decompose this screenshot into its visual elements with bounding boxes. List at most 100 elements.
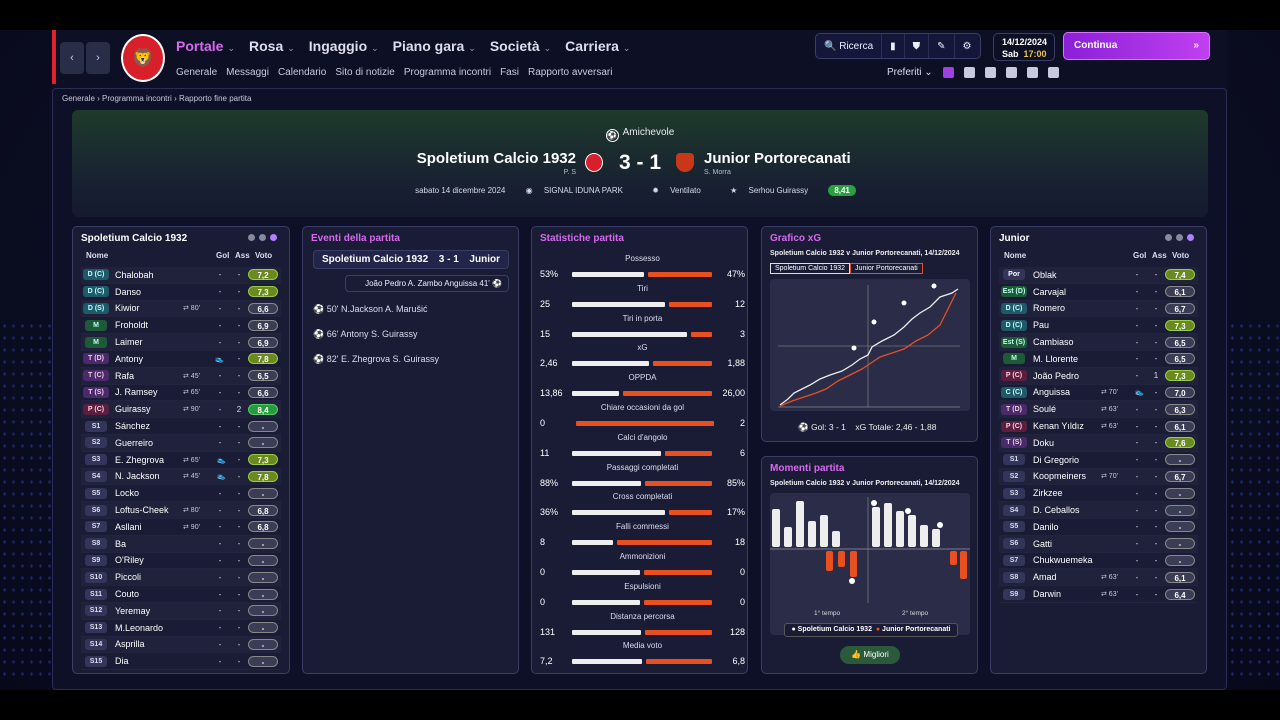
- menu-item-rosa[interactable]: Rosa ⌄: [249, 38, 295, 54]
- player-row[interactable]: M M. Llorente - -6,5: [999, 351, 1198, 368]
- submenu-item[interactable]: Calendario: [277, 67, 327, 78]
- gear-icon[interactable]: ⚙: [962, 40, 972, 52]
- player-row[interactable]: D (C) Romero - -6,7: [999, 300, 1198, 318]
- shield-icon[interactable]: ⛊: [905, 34, 930, 58]
- view-toggle[interactable]: [248, 234, 277, 241]
- player-row[interactable]: P (C) João Pedro - 1 7,3: [999, 367, 1198, 385]
- away-team[interactable]: Junior Portorecanati S. Morra: [704, 150, 851, 176]
- submenu-item[interactable]: Fasi: [500, 67, 519, 78]
- player-name[interactable]: Danso: [115, 286, 142, 297]
- player-name[interactable]: Antony: [115, 353, 144, 364]
- away-goal-event[interactable]: João Pedro A. Zambo Anguissa 41' ⚽: [345, 275, 509, 292]
- home-goal-event[interactable]: ⚽ 50' N.Jackson A. Marušić: [313, 304, 427, 315]
- player-name[interactable]: Zirkzee: [1033, 488, 1063, 499]
- player-name[interactable]: João Pedro: [1033, 370, 1080, 381]
- player-row[interactable]: S7 Asllani ⇄ 90' - -6,8: [81, 519, 281, 536]
- breadcrumb-item[interactable]: Rapporto fine partita: [178, 94, 252, 103]
- player-row[interactable]: S14 Asprilla - - -: [81, 636, 281, 654]
- player-name[interactable]: Soulé: [1033, 404, 1057, 415]
- player-row[interactable]: S3 E. Zhegrova ⇄ 65' 👟 - -7,3: [81, 452, 281, 469]
- player-name[interactable]: J. Ramsey: [115, 387, 158, 398]
- player-row[interactable]: S2 Koopmeiners ⇄ 70' - -6,7: [999, 468, 1198, 486]
- game-date[interactable]: 14/12/2024 Sab 17:00: [993, 33, 1055, 61]
- player-row[interactable]: Por Oblak - -7,4: [999, 267, 1198, 284]
- player-row[interactable]: S6 Loftus-Cheek ⇄ 80' - -6,8: [81, 502, 281, 519]
- back-button[interactable]: ‹: [60, 42, 84, 74]
- player-name[interactable]: Chukwuemeka: [1033, 555, 1093, 566]
- player-name[interactable]: M. Llorente: [1033, 353, 1079, 364]
- view-toggle[interactable]: [1165, 234, 1194, 241]
- menu-item-società[interactable]: Società ⌄: [490, 38, 551, 54]
- bookmark-icon[interactable]: ▮: [882, 34, 905, 58]
- player-row[interactable]: S10 Piccoli - - -: [81, 569, 281, 587]
- player-row[interactable]: S2 Guerreiro - - -: [81, 434, 281, 452]
- player-row[interactable]: M Froholdt - -6,9: [81, 317, 281, 335]
- player-row[interactable]: D (C) Danso - -7,3: [81, 284, 281, 301]
- player-row[interactable]: S12 Yeremay - - -: [81, 602, 281, 620]
- player-row[interactable]: S7 Chukwuemeka - - -: [999, 553, 1198, 570]
- submenu-item[interactable]: Generale: [176, 67, 218, 78]
- man-of-the-match[interactable]: ★ Serhou Guirassy 8,41: [730, 185, 865, 196]
- player-row[interactable]: S11 Couto - - -: [81, 586, 281, 603]
- breadcrumb-item[interactable]: Generale: [62, 94, 95, 103]
- player-name[interactable]: Loftus-Cheek: [115, 505, 169, 516]
- menu-item-carriera[interactable]: Carriera ⌄: [565, 38, 630, 54]
- player-row[interactable]: T (D) Soulé ⇄ 63' - -6,3: [999, 401, 1198, 419]
- tactics-icon[interactable]: [1005, 67, 1017, 78]
- player-row[interactable]: S15 Dia - - -: [81, 653, 281, 671]
- player-row[interactable]: S8 Amad ⇄ 63' - -6,1: [999, 569, 1198, 587]
- player-name[interactable]: O'Riley: [115, 555, 144, 566]
- player-row[interactable]: Est (D) Carvajal - -6,1: [999, 284, 1198, 301]
- player-name[interactable]: Di Gregorio: [1033, 454, 1080, 465]
- player-name[interactable]: Dia: [115, 656, 129, 667]
- player-row[interactable]: T (D) Antony 👟 - -7,8: [81, 351, 281, 368]
- player-row[interactable]: S9 O'Riley - - -: [81, 553, 281, 570]
- player-row[interactable]: S5 Danilo - - -: [999, 519, 1198, 536]
- player-row[interactable]: S4 D. Ceballos - - -: [999, 502, 1198, 519]
- menu-item-portale[interactable]: Portale ⌄: [176, 38, 235, 54]
- menu-item-piano-gara[interactable]: Piano gara ⌄: [393, 38, 476, 54]
- player-name[interactable]: Danilo: [1033, 521, 1059, 532]
- chat-icon[interactable]: [942, 67, 954, 78]
- player-name[interactable]: E. Zhegrova: [115, 454, 165, 465]
- player-name[interactable]: Pau: [1033, 320, 1050, 331]
- submenu-item[interactable]: Messaggi: [226, 67, 269, 78]
- home-goal-event[interactable]: ⚽ 82' E. Zhegrova S. Guirassy: [313, 354, 439, 365]
- player-row[interactable]: M Laimer - -6,9: [81, 334, 281, 351]
- player-name[interactable]: Kiwior: [115, 303, 140, 314]
- club-logo-icon[interactable]: 🦁: [121, 34, 165, 82]
- player-row[interactable]: S13 M.Leonardo - - -: [81, 620, 281, 637]
- refresh-icon[interactable]: [1026, 67, 1038, 78]
- player-row[interactable]: S8 Ba - - -: [81, 535, 281, 553]
- clipboard-icon[interactable]: [984, 67, 996, 78]
- player-name[interactable]: Asllani: [115, 521, 142, 532]
- home-team[interactable]: Spoletium Calcio 1932 P. S: [417, 150, 576, 176]
- player-name[interactable]: Oblak: [1033, 269, 1057, 280]
- shirt-icon[interactable]: [963, 67, 975, 78]
- breadcrumb-item[interactable]: Programma incontri: [102, 94, 172, 103]
- player-row[interactable]: T (S) Doku - -7,6: [999, 434, 1198, 452]
- favorites-dropdown[interactable]: Preferiti ⌄: [887, 67, 933, 78]
- submenu-item[interactable]: Programma incontri: [403, 67, 492, 78]
- player-name[interactable]: Couto: [115, 589, 140, 600]
- forward-button[interactable]: ›: [86, 42, 110, 74]
- player-name[interactable]: Carvajal: [1033, 286, 1067, 297]
- submenu-item[interactable]: Sito di notizie: [335, 67, 395, 78]
- player-name[interactable]: Gatti: [1033, 538, 1053, 549]
- player-row[interactable]: S5 Locko - - -: [81, 485, 281, 503]
- player-row[interactable]: D (C) Chalobah - -7,2: [81, 267, 281, 284]
- player-row[interactable]: C (C) Anguissa ⇄ 70' 👟 - -7,0: [999, 385, 1198, 402]
- submenu-item[interactable]: Rapporto avversari: [527, 67, 613, 78]
- player-name[interactable]: Locko: [115, 488, 140, 499]
- player-name[interactable]: M.Leonardo: [115, 622, 164, 633]
- player-row[interactable]: D (S) Kiwior ⇄ 80' - -6,6: [81, 300, 281, 318]
- player-name[interactable]: Yeremay: [115, 605, 151, 616]
- player-name[interactable]: Guerreiro: [115, 437, 154, 448]
- player-name[interactable]: Darwin: [1033, 589, 1062, 600]
- player-row[interactable]: S6 Gatti - - -: [999, 535, 1198, 553]
- player-row[interactable]: D (C) Pau - -7,3: [999, 317, 1198, 335]
- player-name[interactable]: Piccoli: [115, 572, 142, 583]
- player-name[interactable]: N. Jackson: [115, 471, 160, 482]
- player-row[interactable]: P (C) Guirassy ⇄ 90' - 2 8,4: [81, 401, 281, 419]
- player-row[interactable]: Est (S) Cambiaso - -6,5: [999, 334, 1198, 351]
